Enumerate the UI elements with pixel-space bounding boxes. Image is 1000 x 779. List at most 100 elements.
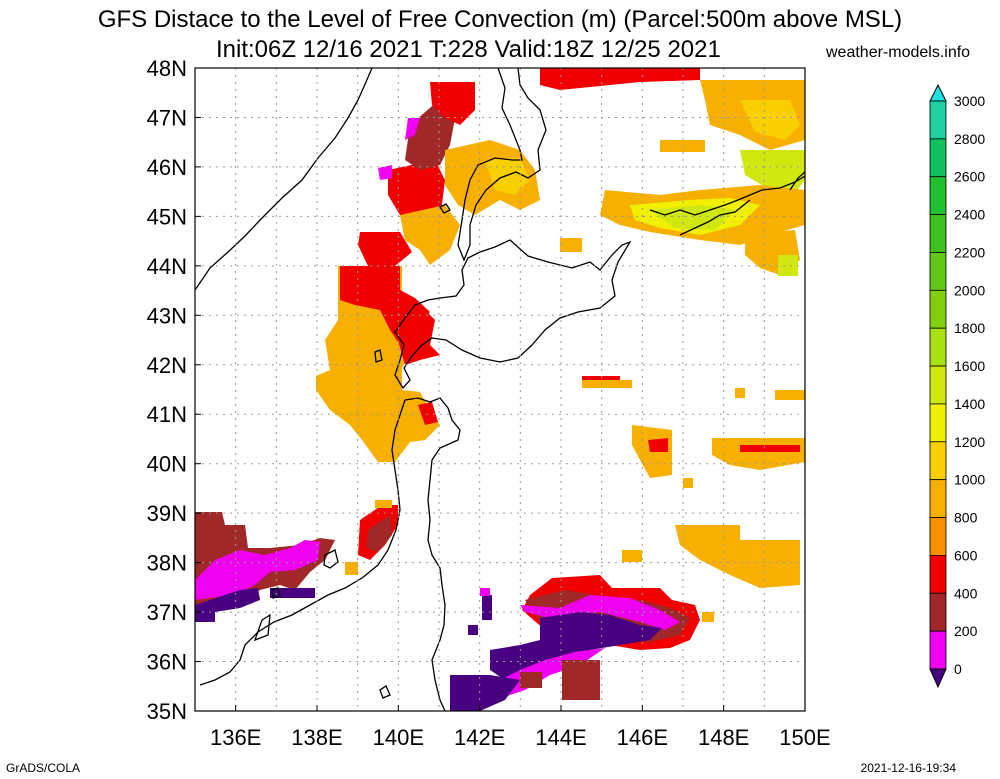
colorbar-segment — [929, 327, 947, 367]
field-purple-wjapan — [195, 588, 260, 622]
colorbar-segment — [929, 252, 947, 291]
site-credit: weather-models.info — [826, 44, 971, 61]
colorbar-segment — [929, 441, 947, 481]
coast-primorye — [195, 68, 373, 291]
lon-label: 138E — [291, 725, 342, 750]
colorbar: 3000280026002400220020001800160014001200… — [929, 83, 985, 689]
colorbar-label: 2200 — [954, 244, 985, 260]
colorbar-label: 400 — [954, 585, 978, 601]
field-orange-small-se — [702, 612, 714, 622]
field-purple-small1 — [482, 595, 492, 620]
lat-label: 42N — [147, 353, 187, 378]
colorbar-segment — [929, 100, 947, 140]
colorbar-label: 2400 — [954, 207, 985, 223]
field-orange-ne-honshu — [345, 562, 358, 575]
field-orange-38n-f — [622, 550, 642, 562]
field-lime-kuril — [650, 205, 735, 230]
colorbar-label: 200 — [954, 623, 978, 639]
field-red-okhotsk-top — [540, 68, 700, 90]
colorbar-label: 3000 — [954, 93, 985, 109]
field-orange-41n-e — [775, 390, 805, 400]
field-lime-east-44 — [778, 255, 798, 276]
field-red-tsugaru — [418, 402, 438, 425]
field-purple-wjapan2 — [270, 588, 315, 598]
colorbar-segment — [929, 289, 947, 329]
field-orange-misc-1 — [683, 478, 693, 488]
colorbar-segment — [929, 555, 947, 594]
lat-label: 47N — [147, 105, 187, 130]
lat-label: 36N — [147, 650, 187, 675]
field-magenta-wjapan — [195, 540, 320, 600]
field-purple-se — [490, 612, 662, 680]
coast-sakhalin — [457, 68, 547, 262]
field-orange-40n-b — [712, 438, 805, 470]
colorbar-segment — [929, 214, 947, 253]
field-magenta-se-band — [520, 595, 680, 630]
field-red-40n-b — [740, 445, 800, 452]
field-gold-ne — [740, 100, 800, 140]
colorbar-label: 800 — [954, 510, 978, 526]
colorbar-segment — [929, 479, 947, 518]
lfc-field — [195, 68, 805, 711]
coast-okushiri — [374, 349, 383, 363]
colorbar-label: 1600 — [954, 358, 985, 374]
field-orange-small-okh — [560, 238, 582, 252]
lon-label: 136E — [210, 725, 261, 750]
colorbar-label: 2600 — [954, 169, 985, 185]
lon-label: 150E — [779, 725, 830, 750]
coast-noto — [253, 613, 271, 642]
coast-hokkaido — [394, 239, 632, 390]
chart-subtitle: Init:06Z 12/16 2021 T:228 Valid:18Z 12/2… — [216, 36, 721, 63]
lat-label: 44N — [147, 254, 187, 279]
lon-axis: 136E 138E 140E 142E 144E 146E 148E 150E — [210, 705, 831, 750]
field-magenta-nw — [405, 118, 420, 140]
coast-rishiri — [439, 203, 451, 214]
colorbar-label: 1800 — [954, 320, 985, 336]
coast-kamchatka-tip — [789, 171, 805, 191]
colorbar-segment — [929, 176, 947, 216]
colorbar-label: 1000 — [954, 472, 985, 488]
colorbar-segment — [929, 592, 947, 632]
field-red-peninsula — [395, 305, 440, 365]
field-orange-41n-f — [735, 388, 745, 398]
lat-label: 40N — [147, 452, 187, 477]
lon-label: 142E — [454, 725, 505, 750]
field-brown-se-lower — [562, 660, 600, 700]
colorbar-bottom-arrow — [929, 668, 947, 689]
lat-label: 38N — [147, 551, 187, 576]
chart-title: GFS Distace to the Level of Free Convect… — [97, 6, 903, 33]
plot-frame — [194, 67, 806, 712]
coast-izu — [379, 685, 391, 699]
lat-label: 37N — [147, 600, 187, 625]
field-orange-nw — [400, 205, 460, 265]
field-purple-se-lower — [450, 675, 520, 711]
field-orange-ne-honshu2 — [375, 500, 392, 508]
footer-right: 2021-12-16-19:34 — [860, 761, 956, 775]
lon-label: 140E — [373, 725, 424, 750]
colorbar-label: 2800 — [954, 131, 985, 147]
colorbar-label: 0 — [954, 661, 962, 677]
colorbar-segment — [929, 138, 947, 178]
field-magenta-nw2 — [378, 165, 392, 180]
field-orange-42n — [582, 380, 632, 388]
lat-axis: 48N 47N 46N 45N 44N 43N 42N 41N 40N 39N 38N 37N 36N 3… — [147, 56, 201, 724]
field-red-north-top — [430, 82, 475, 125]
lat-label: 46N — [147, 155, 187, 180]
lat-label: 48N — [147, 56, 187, 81]
coast-kurils — [649, 175, 805, 236]
colorbar-segment — [929, 365, 947, 405]
lon-label: 146E — [617, 725, 668, 750]
field-red-wa — [358, 232, 412, 266]
colorbar-label: 600 — [954, 547, 978, 563]
field-yellow-east — [740, 150, 805, 200]
colorbar-label: 1200 — [954, 434, 985, 450]
lat-label: 39N — [147, 501, 187, 526]
field-red-40n-a — [648, 438, 668, 452]
colorbar-segment — [929, 403, 947, 443]
footer-left: GrADS/COLA — [6, 761, 81, 775]
lon-label: 148E — [698, 725, 749, 750]
lon-label: 144E — [535, 725, 586, 750]
colorbar-segment — [929, 630, 947, 670]
lat-label: 41N — [147, 402, 187, 427]
